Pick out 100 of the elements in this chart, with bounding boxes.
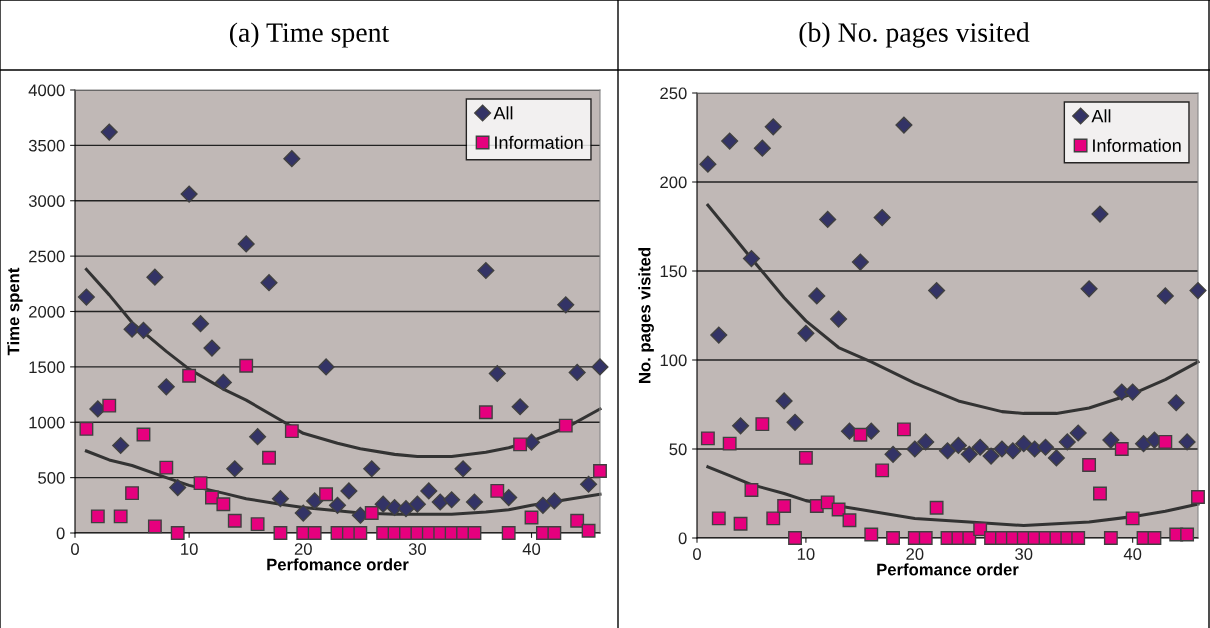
point: [1191, 490, 1205, 505]
point: [1071, 531, 1086, 545]
point: [568, 363, 586, 381]
x-tick-label: 30: [408, 543, 427, 555]
point: [971, 438, 989, 456]
point: [973, 522, 988, 537]
point: [786, 413, 804, 431]
legend-label: Information: [495, 135, 583, 149]
point: [90, 509, 105, 524]
point: [700, 431, 715, 446]
x-tick-label: 40: [1123, 548, 1142, 560]
point: [928, 282, 946, 300]
point: [249, 428, 267, 446]
point: [467, 526, 482, 540]
point: [100, 123, 118, 141]
point: [214, 373, 232, 391]
point: [226, 460, 244, 478]
point: [895, 116, 913, 134]
point: [283, 150, 301, 168]
point: [864, 527, 879, 542]
point: [710, 326, 728, 344]
point: [820, 495, 835, 510]
point: [408, 495, 426, 513]
point: [273, 526, 288, 540]
point: [77, 288, 95, 306]
point: [1178, 433, 1196, 451]
point: [340, 482, 358, 500]
y-tick-label: 100: [660, 354, 687, 367]
y-tick-label: 3500: [28, 139, 65, 152]
y-axis-title: No. pages visited: [638, 248, 654, 383]
point: [157, 378, 175, 396]
point: [1125, 511, 1140, 526]
y-tick-label: 150: [660, 265, 687, 278]
legend-label: All: [1091, 109, 1111, 123]
y-tick-label: 1500: [29, 361, 65, 374]
point: [353, 526, 368, 540]
point: [501, 526, 516, 540]
point: [1124, 383, 1142, 401]
point: [317, 358, 335, 376]
point: [260, 274, 278, 292]
x-tick-label: 0: [693, 548, 701, 560]
point: [490, 483, 505, 498]
y-tick-label: 0: [56, 527, 65, 540]
point: [239, 358, 254, 373]
point: [873, 209, 891, 227]
point: [853, 427, 868, 442]
point: [328, 496, 347, 514]
point: [938, 442, 957, 460]
point: [134, 321, 153, 339]
x-tick-label: 0: [71, 543, 79, 555]
y-tick-label: 500: [38, 472, 65, 484]
point: [896, 422, 911, 437]
point: [294, 504, 312, 522]
point: [1103, 531, 1118, 545]
point: [513, 437, 528, 452]
point: [477, 261, 495, 280]
point: [962, 531, 977, 545]
x-tick-label: 20: [294, 543, 312, 555]
point: [262, 450, 276, 465]
point: [788, 531, 802, 545]
point: [112, 436, 130, 455]
point: [851, 253, 869, 271]
point: [1156, 287, 1174, 305]
point: [884, 445, 902, 463]
point: [363, 460, 381, 478]
point: [797, 324, 815, 342]
point: [842, 513, 857, 528]
y-tick-label: 50: [669, 443, 687, 456]
point: [545, 492, 563, 510]
point: [420, 482, 438, 500]
point: [182, 368, 197, 383]
point: [1080, 280, 1098, 298]
point: [227, 513, 242, 528]
point: [1114, 442, 1129, 456]
point: [755, 417, 770, 432]
point: [1082, 458, 1097, 472]
point: [808, 287, 826, 305]
point: [1069, 424, 1087, 442]
point: [169, 479, 187, 497]
point: [1102, 431, 1120, 449]
point: [306, 492, 324, 510]
y-tick-label: 250: [660, 87, 687, 100]
point: [146, 268, 164, 286]
legend-label: All: [493, 106, 513, 120]
point: [733, 516, 748, 531]
y-tick-label: 2000: [29, 305, 65, 318]
point: [79, 421, 94, 436]
point: [193, 476, 208, 491]
point: [753, 139, 771, 157]
point: [547, 526, 562, 540]
point: [191, 315, 210, 333]
point: [1091, 205, 1109, 223]
point: [534, 496, 552, 514]
point: [1167, 394, 1185, 412]
point: [886, 531, 900, 545]
point: [271, 490, 289, 508]
point: [180, 185, 198, 203]
point: [102, 398, 117, 413]
point: [1036, 438, 1055, 456]
chart-title: (b) No. pages visited: [799, 22, 1030, 48]
